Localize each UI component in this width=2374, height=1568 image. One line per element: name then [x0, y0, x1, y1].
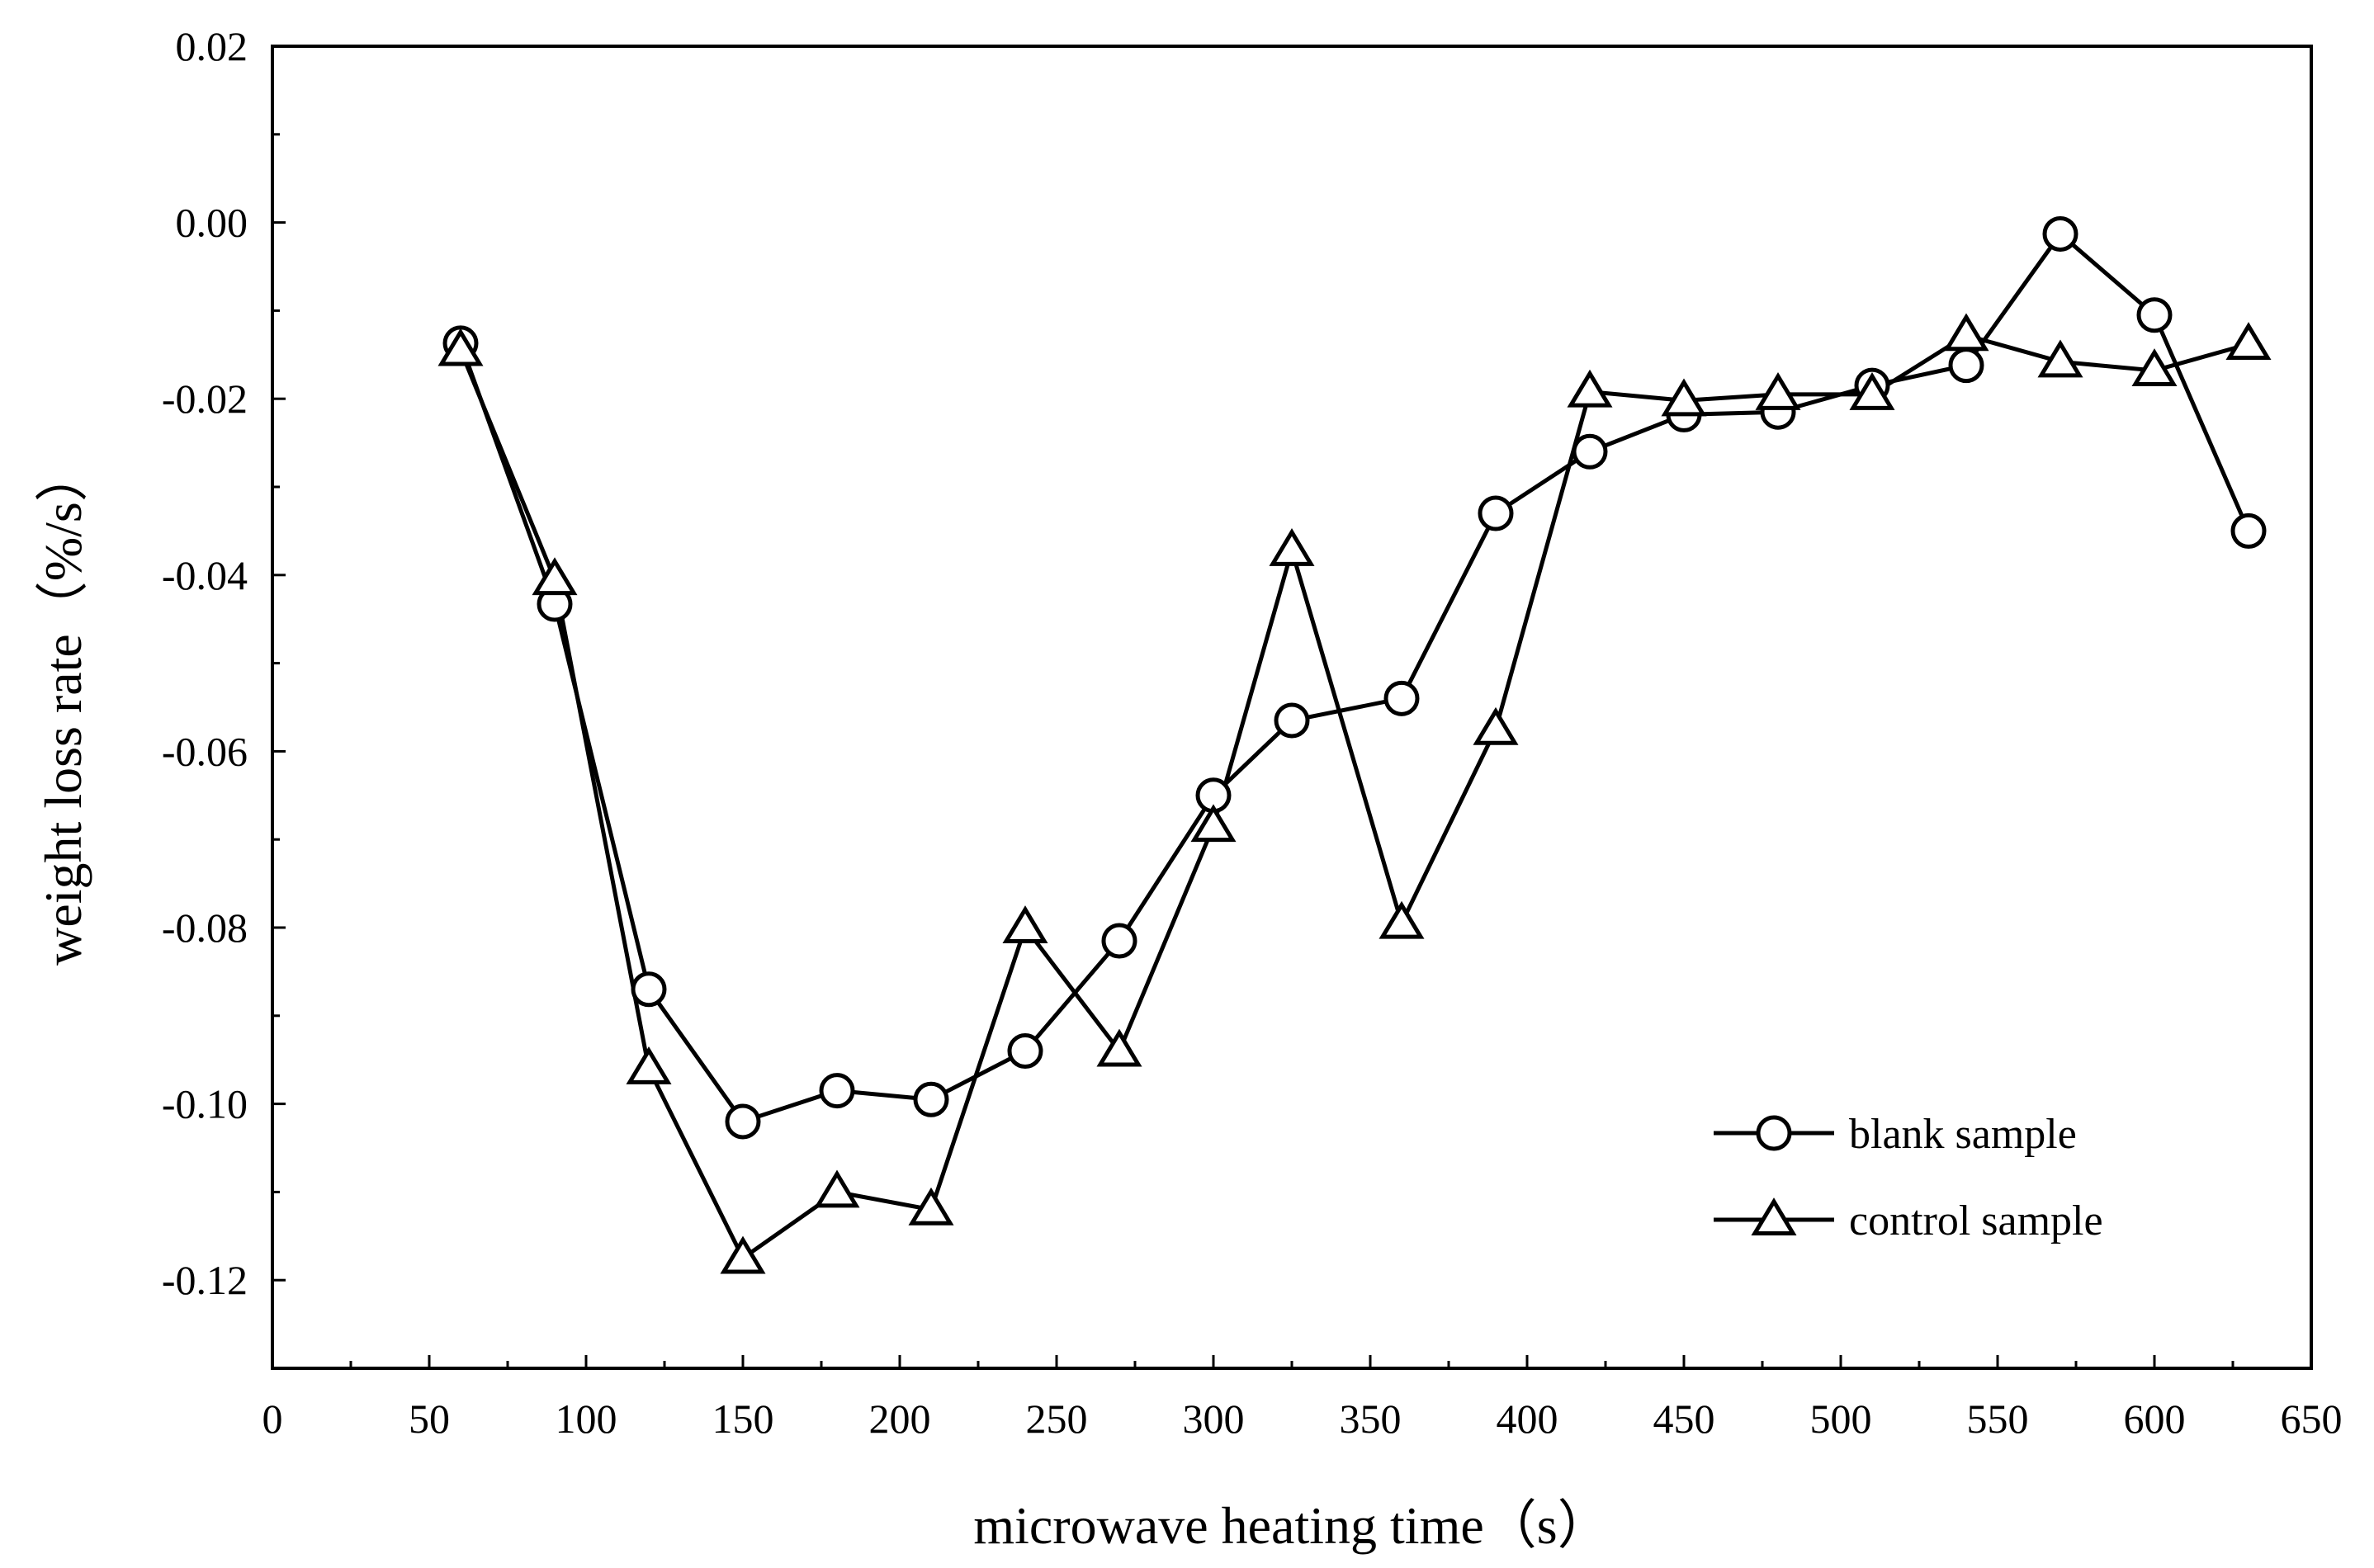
data-point-control-sample: [1379, 900, 1425, 939]
y-tick-label: -0.02: [162, 375, 248, 422]
x-tick-label: 100: [556, 1396, 617, 1442]
x-tick-label: 650: [2281, 1396, 2343, 1442]
legend-label: blank sample: [1849, 1111, 2077, 1158]
data-point-control-sample: [1473, 706, 1519, 745]
y-tick-label: -0.12: [162, 1257, 248, 1303]
x-tick-label: 150: [712, 1396, 774, 1442]
y-tick-label: 0.00: [176, 200, 248, 246]
data-point-control-sample: [1661, 378, 1707, 417]
y-axis-title: weight loss rate（%/s）: [34, 449, 92, 966]
x-tick-label: 250: [1026, 1396, 1088, 1442]
data-point-blank-sample: [725, 1103, 761, 1140]
y-tick-label: -0.08: [162, 904, 248, 951]
x-tick-label: 600: [2124, 1396, 2186, 1442]
data-point-blank-sample: [2042, 215, 2078, 252]
data-point-blank-sample: [913, 1081, 949, 1117]
data-point-blank-sample: [1007, 1033, 1043, 1070]
x-axis-ticks: 0 50 100 150 200 250 300 350 400 450 500 550 600 650: [262, 1355, 2343, 1442]
x-tick-label: 0: [262, 1396, 283, 1442]
y-tick-label: -0.06: [162, 728, 248, 774]
data-point-control-sample: [532, 557, 578, 596]
data-point-control-sample: [814, 1169, 860, 1208]
series-markers-blank-sample: [442, 215, 2267, 1140]
data-point-control-sample: [626, 1046, 672, 1084]
legend-item-blank-sample: blank sample: [1714, 1111, 2077, 1158]
x-tick-label: 50: [409, 1396, 450, 1442]
series-markers-control-sample: [437, 313, 2272, 1274]
data-point-control-sample: [1567, 369, 1613, 408]
x-tick-label: 550: [1967, 1396, 2029, 1442]
data-point-blank-sample: [819, 1073, 855, 1109]
y-tick-label: -0.04: [162, 552, 248, 598]
data-point-control-sample: [1943, 313, 1989, 352]
data-point-blank-sample: [2230, 512, 2267, 549]
data-point-blank-sample: [1101, 923, 1137, 959]
y-tick-label: 0.02: [176, 23, 248, 69]
series-layer: [437, 215, 2272, 1274]
data-point-blank-sample: [1572, 433, 1608, 470]
legend-label: control sample: [1849, 1197, 2103, 1244]
data-point-control-sample: [2037, 339, 2083, 378]
legend-item-control-sample: control sample: [1714, 1197, 2103, 1244]
x-axis-title: microwave heating time（s）: [973, 1496, 1610, 1555]
y-tick-label: -0.10: [162, 1081, 248, 1127]
data-point-control-sample: [1849, 372, 1895, 410]
data-point-control-sample: [1096, 1028, 1142, 1067]
x-tick-label: 450: [1653, 1396, 1715, 1442]
data-point-blank-sample: [1948, 347, 1984, 384]
data-point-control-sample: [1269, 528, 1315, 566]
data-point-control-sample: [2225, 322, 2272, 360]
legend: blank sample control sample: [1714, 1111, 2103, 1244]
data-point-blank-sample: [1383, 680, 1420, 716]
y-axis-ticks: 0.02 0.00 -0.02 -0.04 -0.06 -0.08 -0.10 -0.12: [162, 23, 286, 1370]
data-point-control-sample: [1190, 804, 1237, 843]
data-point-control-sample: [1002, 905, 1048, 943]
x-tick-label: 350: [1340, 1396, 1402, 1442]
x-tick-label: 200: [869, 1396, 931, 1442]
x-tick-label: 500: [1810, 1396, 1872, 1442]
data-point-control-sample: [1755, 372, 1801, 410]
data-point-blank-sample: [631, 971, 667, 1008]
data-point-control-sample: [908, 1187, 954, 1226]
data-point-blank-sample: [1478, 495, 1514, 531]
data-point-control-sample: [2131, 348, 2178, 387]
data-point-blank-sample: [2136, 297, 2173, 333]
x-tick-label: 400: [1497, 1396, 1558, 1442]
data-point-control-sample: [437, 328, 484, 366]
data-point-control-sample: [720, 1235, 766, 1274]
legend-marker: [1756, 1115, 1792, 1151]
legend-marker: [1751, 1197, 1797, 1235]
x-tick-label: 300: [1183, 1396, 1245, 1442]
data-point-blank-sample: [1274, 702, 1310, 739]
